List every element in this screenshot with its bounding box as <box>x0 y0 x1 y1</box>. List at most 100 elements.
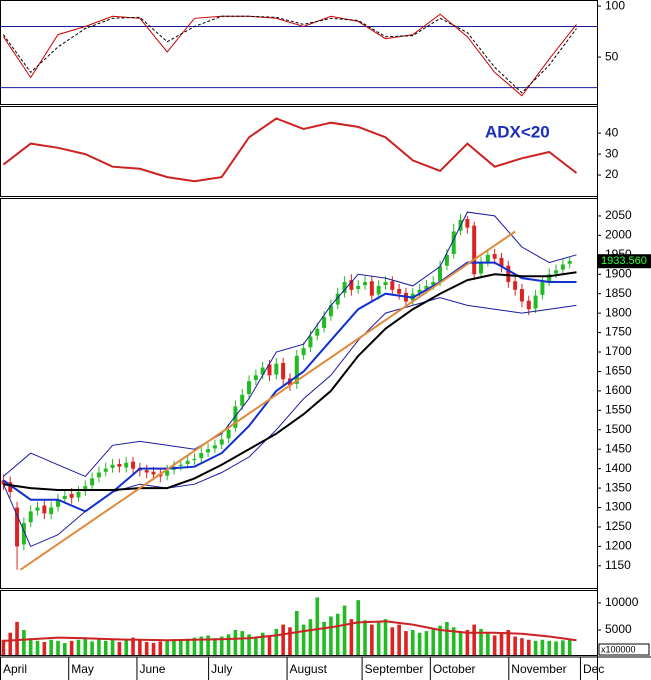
annotation: ADX<20 <box>485 122 550 141</box>
volume-bar <box>288 627 292 655</box>
candle-body <box>260 367 265 375</box>
candle-body <box>519 289 524 302</box>
candle-body <box>363 282 368 286</box>
candle-body <box>438 266 443 282</box>
candle-body <box>533 295 538 309</box>
y-tick-label: 1300 <box>605 500 632 514</box>
volume-bar <box>479 628 483 655</box>
volume-bar <box>151 643 156 655</box>
candle-body <box>492 254 497 259</box>
indicator-line <box>2 117 578 183</box>
candle-body <box>315 328 320 336</box>
volume-bar <box>56 640 60 655</box>
candle-body <box>83 486 88 492</box>
y-tick-label: 2050 <box>605 208 632 222</box>
x-tick-label: June <box>139 662 165 676</box>
y-tick-label: 1600 <box>605 383 632 397</box>
volume-bar <box>206 635 210 655</box>
candle-body <box>526 300 531 310</box>
volume-bar <box>185 638 190 655</box>
y-tick-label: 1750 <box>605 325 632 339</box>
volume-bar <box>110 638 115 655</box>
volume-bar <box>233 630 238 655</box>
candle-body <box>28 511 33 523</box>
candle-body <box>247 381 252 394</box>
volume-bar <box>567 639 572 655</box>
last-price-label: 1933.560 <box>601 255 647 267</box>
candle-body <box>69 493 74 498</box>
volume-bar <box>513 636 517 655</box>
volume-bar <box>547 640 552 655</box>
volume-bar <box>35 640 40 655</box>
volume-bar <box>506 630 511 655</box>
candle-body <box>369 281 374 296</box>
candle-body <box>397 289 402 294</box>
volume-bar <box>199 636 204 655</box>
indicator-line <box>2 15 577 94</box>
volume-bar <box>274 628 279 655</box>
volume-bar <box>554 641 558 655</box>
y-tick-label: 30 <box>605 146 619 160</box>
volume-bar <box>404 631 408 655</box>
candle-body <box>308 336 313 348</box>
volume-bar <box>363 620 367 655</box>
x-tick-label: Dec <box>583 662 604 676</box>
indicator-line <box>3 271 577 491</box>
x-tick-label: July <box>211 662 232 676</box>
volume-bar <box>22 630 26 655</box>
indicator-line <box>2 261 577 513</box>
volume-bar <box>561 640 565 655</box>
candle-body <box>451 231 456 255</box>
x-tick-label: August <box>290 662 328 676</box>
candle-body <box>479 262 484 274</box>
candle-body <box>567 261 572 264</box>
y-tick-label: 20 <box>605 167 619 181</box>
volume-bar <box>342 605 347 655</box>
candle-body <box>1 480 6 485</box>
volume-bar <box>335 613 340 655</box>
volume-bar <box>260 632 265 655</box>
volume-bar <box>179 639 183 655</box>
candle-body <box>90 478 95 486</box>
panel <box>0 13 597 97</box>
candle-body <box>485 254 490 262</box>
candle-body <box>281 362 286 380</box>
volume-bar <box>213 638 217 655</box>
x-tick-label: April <box>3 662 27 676</box>
candle-body <box>294 355 299 384</box>
candle-body <box>233 406 238 428</box>
candle-body <box>506 265 511 283</box>
volume-bar <box>445 621 449 655</box>
volume-bar <box>8 632 13 655</box>
volume-bar <box>103 640 108 655</box>
y-tick-label: 1850 <box>605 286 632 300</box>
candle-body <box>540 282 545 295</box>
volume-bar <box>472 624 476 655</box>
candle-body <box>335 293 340 305</box>
y-tick-label: 1450 <box>605 441 632 455</box>
panel <box>1 211 577 571</box>
volume-bar <box>438 625 442 655</box>
candle-body <box>151 471 156 475</box>
candle-body <box>178 464 183 466</box>
candle-body <box>499 257 504 267</box>
volume-bar <box>76 639 81 655</box>
volume-bar <box>410 630 415 655</box>
volume-bar <box>69 640 74 655</box>
volume-bar <box>322 621 326 655</box>
candle-body <box>226 429 231 439</box>
candle-body <box>328 305 333 317</box>
candle-body <box>124 462 129 468</box>
volume-bar <box>138 639 142 655</box>
panel <box>2 117 578 183</box>
volume-bar <box>520 638 524 655</box>
candle-body <box>431 282 436 286</box>
candle-body <box>144 470 149 473</box>
volume-bar <box>301 624 306 655</box>
candle-body <box>131 461 136 469</box>
volume-bar <box>254 637 258 655</box>
volume-bar <box>397 624 401 655</box>
candle-body <box>117 463 122 467</box>
volume-bar <box>28 638 33 655</box>
